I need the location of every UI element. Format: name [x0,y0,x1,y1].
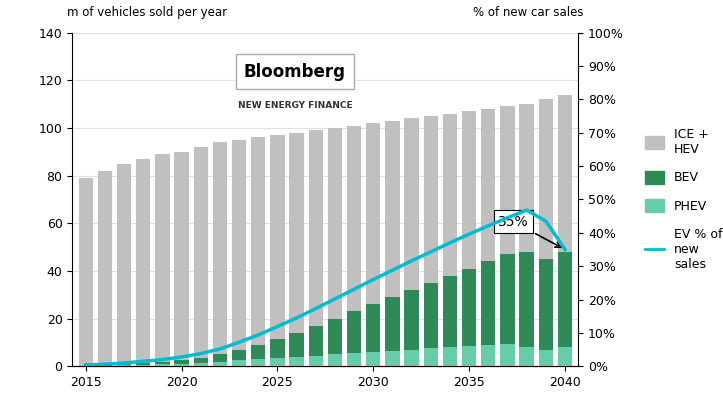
Bar [519,347,534,366]
Bar [500,344,515,366]
Bar [347,311,362,353]
Bar [442,114,457,366]
Bar [251,359,265,366]
Bar [328,354,342,366]
Bar [309,130,323,366]
Bar [98,365,112,366]
Bar [136,363,150,365]
Legend: ICE +
HEV, BEV, PHEV, EV % of
new
sales: ICE + HEV, BEV, PHEV, EV % of new sales [646,128,722,271]
Bar [424,348,438,366]
Bar [98,171,112,366]
Bar [481,109,495,366]
Bar [366,352,380,366]
Bar [366,123,380,366]
Bar [251,345,265,359]
Bar [404,290,419,350]
Bar [424,283,438,348]
Bar [79,365,93,366]
Bar [251,138,265,366]
Bar [213,354,227,361]
Bar [539,259,553,350]
Bar [347,125,362,366]
Bar [174,152,189,366]
Bar [519,252,534,347]
Bar [385,121,400,366]
Bar [385,351,400,366]
Bar [481,261,495,345]
Bar [155,364,170,366]
Bar [155,362,170,364]
Bar [117,364,132,365]
Bar [213,142,227,366]
Bar [79,178,93,366]
Bar [289,357,304,366]
Bar [462,111,476,366]
Bar [213,361,227,366]
Bar [424,116,438,366]
Bar [481,345,495,366]
Text: 35%: 35% [498,214,561,247]
Bar [500,107,515,366]
Text: Bloomberg: Bloomberg [244,63,346,81]
Bar [366,304,380,352]
Bar [117,164,132,366]
Bar [539,99,553,366]
Bar [289,133,304,366]
Bar [270,339,285,358]
Bar [232,140,247,366]
Bar [194,147,208,366]
Bar [136,159,150,366]
Text: % of new car sales: % of new car sales [473,6,583,19]
Bar [309,326,323,356]
Bar [385,297,400,351]
Bar [232,350,247,360]
Bar [174,364,189,366]
Bar [404,118,419,366]
Bar [328,128,342,366]
Bar [117,365,132,366]
Bar [462,269,476,346]
Bar [539,350,553,366]
Bar [309,356,323,366]
Bar [557,347,572,366]
Bar [442,276,457,347]
Bar [347,353,362,366]
Bar [194,363,208,366]
Bar [194,358,208,363]
Bar [155,154,170,366]
Bar [270,358,285,366]
Bar [557,94,572,366]
Text: NEW ENERGY FINANCE: NEW ENERGY FINANCE [238,101,352,110]
Bar [404,350,419,366]
Bar [270,135,285,366]
Bar [442,347,457,366]
Bar [328,319,342,354]
Bar [519,104,534,366]
Bar [500,254,515,344]
Bar [289,333,304,357]
Bar [136,365,150,366]
Bar [462,346,476,366]
Bar [174,360,189,364]
Text: m of vehicles sold per year: m of vehicles sold per year [67,6,227,19]
Bar [232,360,247,366]
Bar [557,252,572,347]
